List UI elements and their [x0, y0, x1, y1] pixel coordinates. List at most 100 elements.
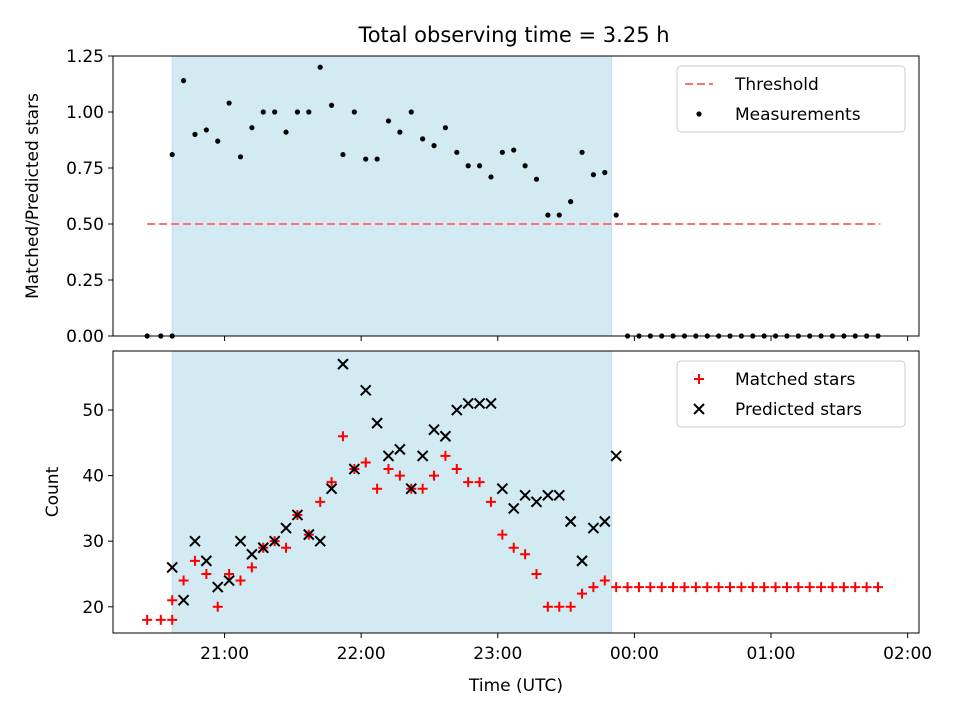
data-point	[440, 450, 451, 461]
data-point	[568, 199, 574, 205]
legend-label: Predicted stars	[735, 400, 862, 420]
data-point	[656, 582, 667, 593]
data-point	[522, 163, 528, 169]
data-point	[178, 575, 189, 586]
x-tick-label: 22:00	[337, 644, 386, 664]
data-point	[497, 529, 508, 540]
y-tick-label: 0.25	[66, 271, 104, 291]
data-point	[428, 423, 440, 436]
data-point	[499, 149, 505, 155]
data-point	[713, 582, 724, 593]
data-point	[416, 450, 429, 462]
data-point	[610, 450, 622, 462]
x-tick-label: 00:00	[610, 644, 659, 664]
data-point	[816, 582, 827, 593]
data-point	[508, 502, 520, 515]
data-point	[246, 548, 258, 561]
data-point	[645, 582, 656, 593]
legend-label: Matched stars	[735, 370, 855, 390]
data-point	[337, 358, 349, 370]
y-tick-label: 30	[82, 532, 104, 552]
data-point	[542, 601, 553, 612]
data-point	[590, 172, 597, 178]
data-point	[177, 594, 190, 606]
data-point	[360, 457, 371, 468]
data-point	[579, 149, 585, 155]
data-point	[155, 614, 166, 625]
data-point	[827, 582, 838, 593]
data-point	[599, 575, 610, 586]
data-point	[192, 131, 198, 137]
data-point	[223, 574, 235, 587]
y-tick-label: 40	[82, 467, 104, 487]
x-tick-label: 01:00	[747, 644, 796, 664]
data-point	[201, 568, 212, 579]
data-point	[394, 443, 406, 456]
data-point	[203, 127, 209, 133]
data-point	[747, 582, 758, 593]
data-point	[226, 100, 232, 106]
data-point	[303, 528, 315, 541]
data-point	[485, 397, 497, 410]
y-tick-label: 1.25	[66, 47, 104, 67]
ratio-panel: 0.00 0.25 0.50 0.75 1.00 1.25 Matched/Predicte…	[23, 47, 920, 347]
data-point	[189, 535, 201, 547]
data-point	[556, 212, 562, 218]
data-point	[463, 477, 474, 488]
y-tick-label: 0.00	[66, 327, 104, 347]
data-point	[508, 542, 519, 553]
data-point	[317, 64, 323, 70]
data-point	[408, 109, 414, 115]
data-point	[394, 470, 405, 481]
data-point	[439, 430, 452, 442]
data-point	[465, 163, 471, 169]
data-point	[169, 151, 175, 158]
data-point	[873, 582, 884, 593]
data-point	[340, 151, 346, 158]
data-point	[280, 522, 292, 534]
data-point	[690, 582, 701, 593]
x-axis-label: Time (UTC)	[468, 676, 563, 696]
data-point	[520, 549, 531, 560]
legend: Matched stars Predicted stars	[676, 360, 906, 428]
data-point	[325, 483, 338, 495]
data-point	[360, 384, 372, 397]
data-point	[473, 397, 486, 410]
data-point	[429, 470, 440, 481]
data-point	[485, 496, 496, 507]
data-point	[315, 496, 326, 507]
data-point	[861, 582, 872, 593]
data-point	[212, 601, 223, 612]
data-point	[587, 522, 600, 534]
data-point	[576, 555, 588, 567]
data-point	[246, 562, 257, 573]
axes-frame	[112, 350, 920, 634]
y-tick-label: 0.50	[66, 215, 104, 235]
data-point	[622, 582, 633, 593]
data-point	[291, 509, 304, 521]
x-tick-label: 23:00	[473, 644, 522, 664]
data-point	[397, 129, 403, 135]
data-point	[385, 118, 392, 124]
data-point	[804, 582, 815, 593]
data-point	[306, 109, 312, 115]
x-tick-label: 02:00	[883, 644, 932, 664]
data-point	[351, 109, 357, 115]
count-panel: 20 30 40 50 21:00 22:00 23:00 00:00 01:00 02:00 Co…	[43, 350, 932, 696]
observing-span	[171, 55, 613, 337]
data-point	[363, 156, 369, 162]
data-point	[736, 582, 747, 593]
data-point	[189, 555, 200, 566]
data-point	[588, 582, 599, 593]
data-point	[577, 588, 588, 599]
data-point	[488, 174, 494, 180]
data-point	[476, 163, 483, 169]
y-tick-label: 1.00	[66, 103, 104, 123]
y-axis-label: Matched/Predicted stars	[23, 93, 43, 299]
legend-handle	[696, 111, 702, 117]
data-point	[337, 431, 348, 442]
data-point	[167, 595, 178, 606]
figure-title: Total observing time = 3.25 h	[357, 23, 669, 47]
data-point	[451, 404, 463, 416]
